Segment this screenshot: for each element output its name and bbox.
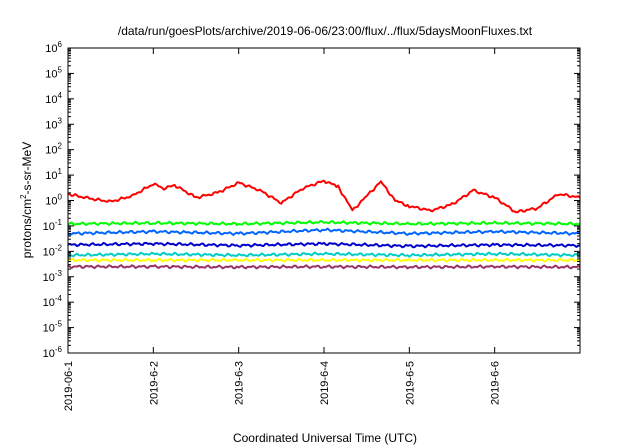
y-tick-label: 10-6 bbox=[43, 345, 63, 360]
x-tick-label: 2019-6-5 bbox=[404, 361, 416, 405]
x-axis-label: Coordinated Universal Time (UTC) bbox=[233, 431, 417, 445]
plot-frame bbox=[67, 47, 581, 354]
y-tick-label: 10-5 bbox=[43, 320, 63, 335]
x-tick-label: 2019-6-6 bbox=[490, 361, 502, 405]
series-line bbox=[68, 179, 580, 214]
x-axis: 2019-06-1 2019-6-2 2019-6-3 2019-6-4 2019-6-… bbox=[63, 48, 502, 411]
series-line bbox=[68, 264, 580, 270]
chart-title: /data/run/goesPlots/archive/2019-06-06/2… bbox=[118, 24, 533, 38]
y-tick-label: 101 bbox=[45, 167, 62, 182]
x-tick-label: 2019-6-3 bbox=[234, 361, 246, 405]
series-group bbox=[68, 179, 580, 270]
series-line bbox=[68, 257, 580, 263]
x-tick-label: 2019-06-1 bbox=[63, 361, 75, 411]
y-tick-label: 100 bbox=[45, 193, 62, 208]
y-tick-label: 102 bbox=[45, 142, 62, 157]
y-tick-label: 105 bbox=[45, 65, 62, 80]
y-tick-label: 10-2 bbox=[43, 243, 63, 258]
y-tick-label: 106 bbox=[45, 40, 62, 55]
series-line bbox=[68, 220, 580, 226]
x-tick-label: 2019-6-4 bbox=[319, 361, 331, 405]
y-tick-label: 104 bbox=[45, 91, 62, 106]
y-tick-label: 10-4 bbox=[43, 294, 63, 309]
y-tick-label: 103 bbox=[45, 116, 62, 131]
series-line bbox=[68, 227, 580, 236]
y-axis-label: protons/cm2-s-sr-MeV bbox=[19, 142, 34, 258]
series-line bbox=[68, 241, 580, 249]
series-line bbox=[68, 251, 580, 258]
plot-area bbox=[67, 47, 581, 354]
x-tick-label: 2019-6-2 bbox=[148, 361, 160, 405]
y-tick-label: 10-3 bbox=[43, 269, 63, 284]
y-axis: 10-6 10-5 10-4 10-3 10-2 10-1 100 101 102 103 104 1… bbox=[43, 40, 580, 360]
y-tick-label: 10-1 bbox=[43, 218, 63, 233]
